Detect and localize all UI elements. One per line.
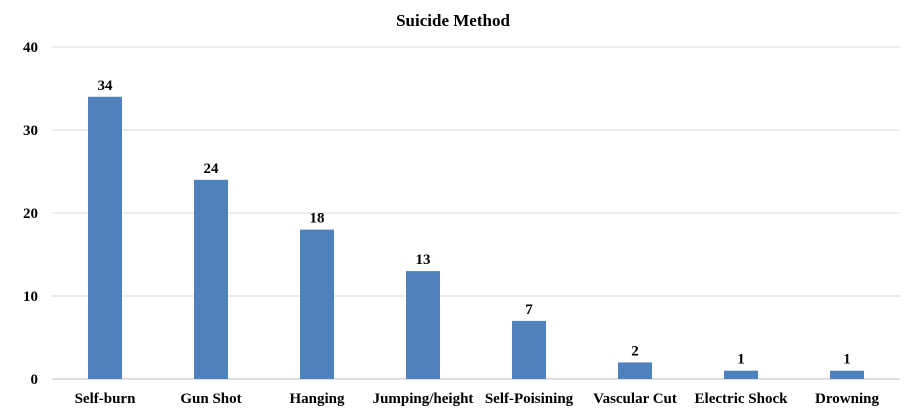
- bar: [194, 179, 228, 379]
- x-tick-label: Self-Poisining: [485, 391, 574, 406]
- data-label: 1: [737, 352, 745, 368]
- data-label: 1: [843, 352, 851, 368]
- bar: [830, 370, 864, 379]
- x-tick-label: Gun Shot: [180, 391, 241, 406]
- y-tick-label: 0: [31, 372, 39, 388]
- data-label: 7: [525, 302, 533, 318]
- data-label: 34: [98, 78, 114, 94]
- y-tick-label: 20: [23, 206, 38, 222]
- y-tick-label: 30: [23, 123, 38, 139]
- bar: [618, 362, 652, 379]
- x-tick-label: Self-burn: [75, 391, 137, 406]
- x-tick-label: Jumping/height: [373, 391, 474, 406]
- y-tick-label: 40: [23, 40, 38, 56]
- bar: [300, 229, 334, 379]
- bar: [512, 320, 546, 379]
- x-tick-label: Hanging: [289, 391, 345, 406]
- data-label: 18: [310, 211, 325, 227]
- data-label: 13: [416, 252, 431, 268]
- bar: [88, 96, 122, 380]
- y-tick-label: 10: [23, 289, 38, 305]
- bar: [406, 271, 440, 379]
- data-label: 2: [631, 343, 639, 359]
- chart-title: Suicide Method: [396, 11, 510, 30]
- x-tick-label: Electric Shock: [695, 391, 789, 406]
- x-tick-label: Drowning: [815, 391, 879, 406]
- x-tick-label: Vascular Cut: [593, 391, 677, 406]
- bar: [724, 370, 758, 379]
- data-label: 24: [204, 161, 220, 177]
